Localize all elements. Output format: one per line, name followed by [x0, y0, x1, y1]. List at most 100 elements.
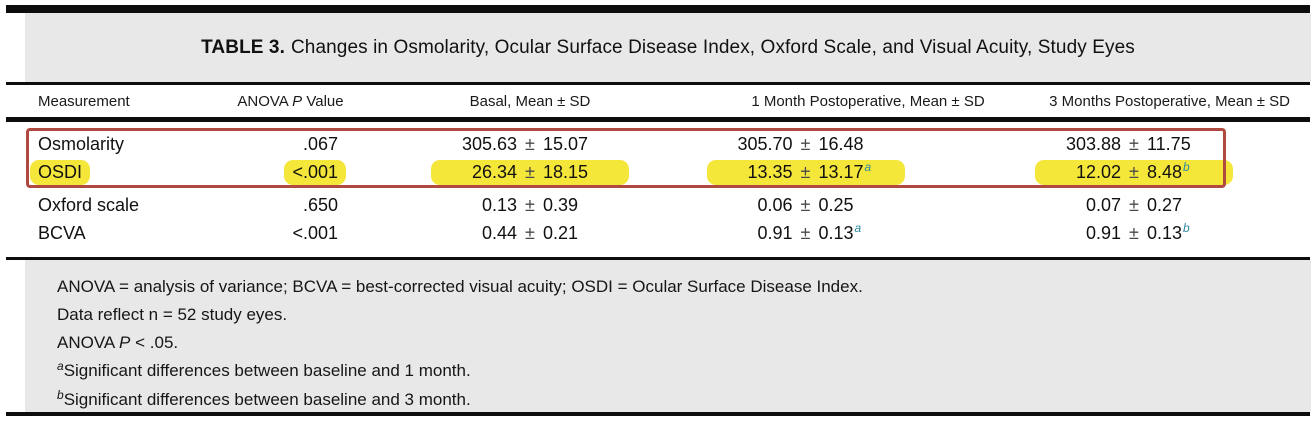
- cell-3-months: 0.91 ±0.13b: [998, 220, 1290, 244]
- col-header-measurement: Measurement: [38, 92, 130, 110]
- footnote-abbreviations: ANOVA = analysis of variance; BCVA = bes…: [57, 277, 863, 296]
- m3-mean: 0.07: [1085, 194, 1121, 215]
- table-title-text: Changes in Osmolarity, Ocular Surface Di…: [290, 36, 1135, 58]
- table-title: TABLE 3. Changes in Osmolarity, Ocular S…: [25, 13, 1311, 82]
- rule-under-header: [6, 117, 1310, 122]
- anova-p-post: < .05.: [130, 333, 179, 352]
- plus-minus: ±: [800, 194, 811, 215]
- basal-sd: 15.07: [543, 133, 589, 154]
- yellow-highlight: OSDI: [30, 159, 91, 185]
- basal-sd: 0.39: [543, 194, 579, 215]
- table-title-number: TABLE 3.: [201, 36, 285, 58]
- footnote-marker-b: b: [1183, 159, 1190, 174]
- m1-sd: 0.13a: [818, 220, 897, 244]
- m1-mean: 0.06: [757, 194, 793, 215]
- footnote-anova-p: ANOVA P < .05.: [57, 329, 1291, 357]
- footnote-marker-b: b: [1183, 220, 1190, 235]
- footnote-sample-size: Data reflect n = 52 study eyes.: [57, 305, 288, 324]
- plus-minus: ±: [525, 194, 535, 215]
- cell-measurement: Osmolarity: [38, 133, 125, 154]
- anova-p-italic: P: [292, 92, 303, 110]
- plus-minus: ±: [1129, 194, 1139, 215]
- plus-minus: ±: [1129, 161, 1139, 182]
- m1-sd-value: 13.17: [818, 161, 864, 182]
- cell-p-value: <.001: [292, 222, 338, 243]
- m3-mean: 0.91: [1085, 222, 1121, 243]
- footnotes: ANOVA = analysis of variance; BCVA = bes…: [25, 260, 1311, 412]
- plus-minus: ±: [800, 222, 811, 243]
- yellow-highlight: 12.02 ±8.48b: [1035, 159, 1233, 185]
- cell-1-month: 13.35 ±13.17a: [668, 159, 998, 185]
- footnote-b-marker: b: [57, 388, 64, 402]
- table-row-oxford-scale: Oxford scale .650 0.13 ±0.39 0.06 ±0.25 0.…: [28, 191, 1290, 219]
- basal-mean: 0.44: [481, 222, 517, 243]
- footnote-marker-a: a: [864, 159, 872, 174]
- cell-1-month: 0.06 ±0.25: [668, 195, 998, 216]
- cell-p-value: .067: [302, 133, 338, 154]
- plus-minus: ±: [1129, 222, 1139, 243]
- rule-under-title: [6, 82, 1310, 85]
- m3-sd: 0.13b: [1147, 220, 1225, 244]
- anova-p-italic: P: [119, 333, 131, 352]
- anova-post: Value: [302, 92, 344, 110]
- footnote-a-marker: a: [57, 359, 64, 373]
- cell-measurement: BCVA: [38, 222, 86, 243]
- footnote-a-text: Significant differences between baseline…: [63, 361, 471, 380]
- cell-basal: 0.44 ±0.21: [368, 223, 668, 244]
- cell-basal: 26.34 ±18.15: [368, 159, 668, 185]
- column-header-row: Measurement ANOVA P Value Basal, Mean ± …: [28, 85, 1290, 117]
- m1-mean: 13.35: [747, 161, 793, 182]
- plus-minus: ±: [525, 161, 535, 182]
- cell-3-months: 0.07 ±0.27: [998, 195, 1290, 216]
- cell-measurement: Oxford scale: [38, 194, 140, 215]
- cell-1-month: 305.70 ±16.48: [668, 134, 998, 155]
- m3-sd-value: 0.13: [1147, 222, 1183, 243]
- basal-mean: 26.34: [471, 161, 517, 182]
- cell-measurement: OSDI: [28, 159, 213, 185]
- m1-mean: 0.91: [757, 222, 793, 243]
- m3-mean: 12.02: [1075, 161, 1121, 182]
- cell-3-months: 303.88 ±11.75: [998, 134, 1290, 155]
- table-row-osmolarity: Osmolarity .067 305.63 ±15.07 305.70 ±16.4…: [28, 130, 1290, 158]
- basal-sd: 0.21: [543, 222, 579, 243]
- table-row-bcva: BCVA <.001 0.44 ±0.21 0.91 ±0.13a 0.91 ±0.1…: [28, 219, 1290, 247]
- yellow-highlight: 26.34 ±18.15: [431, 159, 629, 185]
- footnote-a: aSignificant differences between baselin…: [57, 357, 1291, 386]
- cell-p-value: <.001: [213, 159, 368, 185]
- cell-p-value: .650: [302, 194, 338, 215]
- basal-mean: 0.13: [481, 194, 517, 215]
- top-rule: [6, 5, 1310, 13]
- m3-sd: 11.75: [1147, 133, 1191, 154]
- col-header-3-months: 3 Months Postoperative, Mean ± SD: [1049, 92, 1290, 110]
- m1-sd: 13.17a: [818, 159, 897, 183]
- footnote-b-text: Significant differences between baseline…: [63, 390, 471, 409]
- m1-mean: 305.70: [737, 133, 793, 154]
- basal-mean: 305.63: [461, 133, 517, 154]
- cell-basal: 305.63 ±15.07: [368, 134, 668, 155]
- bottom-rule: [6, 412, 1310, 416]
- m1-sd-value: 0.13: [818, 222, 854, 243]
- yellow-highlight: 13.35 ±13.17a: [706, 159, 905, 185]
- plus-minus: ±: [525, 222, 535, 243]
- anova-p-pre: ANOVA: [57, 333, 120, 352]
- m3-sd: 8.48b: [1147, 159, 1225, 183]
- anova-pre: ANOVA: [237, 92, 293, 110]
- cell-basal: 0.13 ±0.39: [368, 195, 668, 216]
- col-header-basal: Basal, Mean ± SD: [469, 92, 591, 110]
- plus-minus: ±: [1129, 133, 1139, 154]
- cell-3-months: 12.02 ±8.48b: [998, 159, 1290, 185]
- col-header-1-month: 1 Month Postoperative, Mean ± SD: [751, 92, 985, 110]
- m1-sd: 16.48: [818, 133, 864, 154]
- m3-sd: 0.27: [1147, 194, 1183, 215]
- cell-1-month: 0.91 ±0.13a: [668, 220, 998, 244]
- m3-sd-value: 8.48: [1147, 161, 1183, 182]
- footnote-marker-a: a: [854, 220, 862, 235]
- plus-minus: ±: [800, 133, 811, 154]
- table-row-osdi: OSDI <.001 26.34 ±18.15 13.35 ±13.17a 12.0…: [28, 158, 1290, 186]
- yellow-highlight: <.001: [284, 159, 346, 185]
- col-header-anova-p: ANOVA P Value: [213, 93, 368, 110]
- m1-sd: 0.25: [818, 194, 854, 215]
- m3-mean: 303.88: [1065, 133, 1121, 154]
- rule-above-footnotes: [6, 257, 1310, 260]
